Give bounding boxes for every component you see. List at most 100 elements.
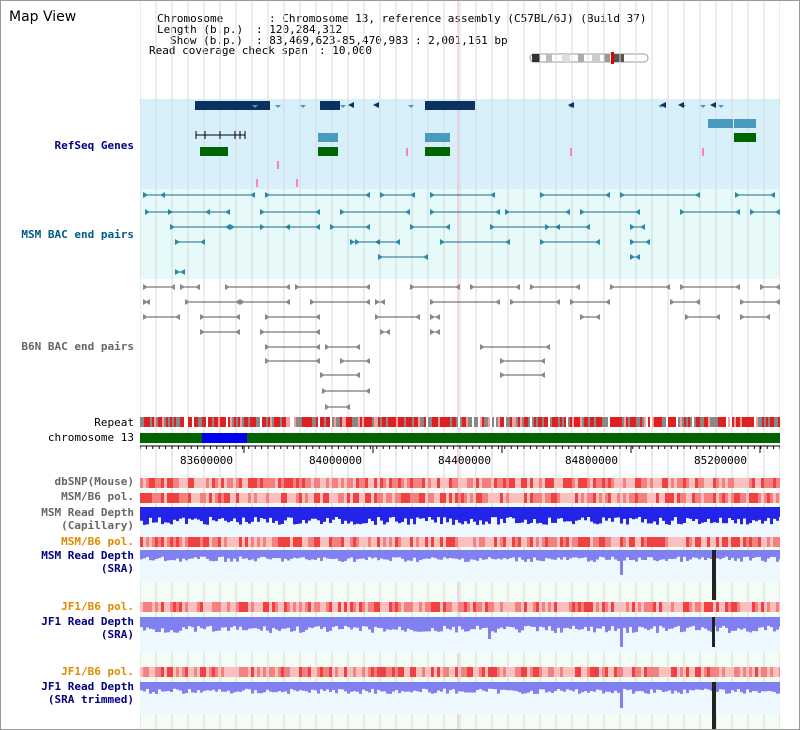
bac-end <box>145 299 150 305</box>
pol-cell <box>539 602 542 612</box>
pol-cell <box>353 478 356 488</box>
pol-cell <box>446 602 449 612</box>
msm-bac-pairs[interactable] <box>140 189 780 281</box>
pol-cell <box>320 602 323 612</box>
depth-bar <box>539 550 542 561</box>
pol-cell <box>182 667 185 677</box>
repeat-segment <box>194 417 196 427</box>
track-label-b6n-bac[interactable]: B6N BAC end pairs <box>21 340 134 353</box>
pol-cell <box>674 478 677 488</box>
pol-cell <box>164 602 167 612</box>
pol-cell <box>263 537 266 547</box>
pol-cell <box>317 537 320 547</box>
depth-bar <box>419 617 422 632</box>
depth-bar <box>737 617 740 629</box>
pol-cell <box>215 602 218 612</box>
depth-bar <box>527 682 530 693</box>
depth-bar <box>311 617 314 629</box>
repeat-segment <box>458 417 460 427</box>
pol-cell <box>677 493 680 503</box>
pol-cell <box>179 478 182 488</box>
pol-cell <box>146 478 149 488</box>
depth-bar <box>761 682 764 692</box>
pol-cell <box>143 537 146 547</box>
pol-cell <box>524 493 527 503</box>
bac-end <box>380 329 385 335</box>
pol-cell <box>149 478 152 488</box>
pol-cell <box>314 478 317 488</box>
depth-bar <box>587 617 590 631</box>
depth-bar <box>173 507 176 520</box>
track-label-msm-bac[interactable]: MSM BAC end pairs <box>21 228 134 241</box>
repeat-segment <box>680 417 682 427</box>
track-label-refseq[interactable]: RefSeq Genes <box>54 139 134 152</box>
depth-bar <box>719 507 722 518</box>
depth-bar <box>305 617 308 630</box>
depth-bar <box>317 617 320 627</box>
pol-cell <box>476 602 479 612</box>
depth-bar <box>251 617 254 629</box>
pol-cell <box>584 667 587 677</box>
pol-cell <box>272 667 275 677</box>
bac-end <box>160 192 165 198</box>
bac-end <box>405 209 410 215</box>
depth-bar <box>302 550 305 558</box>
depth-bar <box>425 550 428 559</box>
pol-cell <box>770 667 773 677</box>
pol-cell <box>182 537 185 547</box>
pol-cell <box>230 667 233 677</box>
depth-bar <box>389 550 392 561</box>
gene-arrow <box>718 105 724 108</box>
pol-cell <box>167 493 170 503</box>
gene-tick <box>570 148 572 156</box>
pol-cell <box>308 493 311 503</box>
pol-cell <box>188 493 191 503</box>
depth-bar <box>692 682 695 691</box>
pol-cell <box>212 537 215 547</box>
pol-cell <box>311 537 314 547</box>
pol-cell <box>452 493 455 503</box>
pol-cell <box>656 602 659 612</box>
depth-bar <box>188 507 191 519</box>
repeat-segment <box>482 417 484 427</box>
pol-cell <box>764 537 767 547</box>
pol-cell <box>707 478 710 488</box>
pol-cell <box>527 602 530 612</box>
depth-bar <box>446 550 449 559</box>
pol-cell <box>728 478 731 488</box>
chromosome-ideogram[interactable] <box>528 52 652 64</box>
depth-bar <box>323 682 326 691</box>
depth-bar <box>176 617 179 633</box>
depth-bar <box>272 682 275 693</box>
pol-cell <box>599 537 602 547</box>
depth-bar <box>707 507 710 519</box>
depth-bar <box>731 617 734 631</box>
pol-cell <box>422 493 425 503</box>
depth-bar <box>368 507 371 519</box>
depth-bar <box>332 507 335 520</box>
depth-bar <box>149 682 152 694</box>
depth-bar <box>590 617 593 627</box>
bac-end <box>315 209 320 215</box>
pol-cell <box>434 493 437 503</box>
pol-cell <box>779 493 780 503</box>
depth-bar <box>545 507 548 525</box>
pol-cell <box>419 667 422 677</box>
repeat-segment <box>696 417 698 427</box>
depth-bar <box>761 550 764 561</box>
b6n-bac-pairs[interactable] <box>140 279 780 414</box>
repeat-segment <box>326 417 328 427</box>
depth-bar <box>518 550 521 558</box>
refseq-genes[interactable] <box>140 99 780 191</box>
pol-cell <box>764 667 767 677</box>
pol-cell <box>206 478 209 488</box>
depth-bar <box>743 550 746 557</box>
pol-cell <box>242 493 245 503</box>
repeat-segment <box>152 417 154 427</box>
depth-bar <box>425 617 428 632</box>
bac-end <box>365 299 370 305</box>
pol-cell <box>512 602 515 612</box>
repeat-segment <box>762 417 764 427</box>
repeat-segment <box>730 417 732 427</box>
repeat-segment <box>584 417 586 427</box>
